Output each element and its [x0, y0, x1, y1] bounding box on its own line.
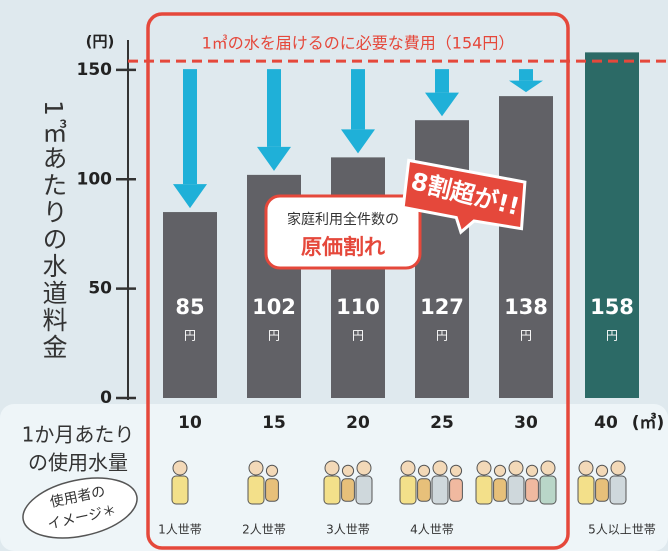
x-unit-label: (㎥) — [632, 412, 665, 433]
person-body — [596, 479, 609, 501]
value-unit: 円 — [268, 329, 280, 343]
person-body — [342, 479, 355, 501]
bar — [331, 157, 385, 398]
person-head — [418, 465, 429, 476]
person-head — [325, 461, 339, 475]
arrow-shaft — [183, 69, 197, 184]
value-label: 158 — [590, 295, 634, 319]
household-label: 3人世帯 — [326, 523, 370, 537]
person-head — [579, 461, 593, 475]
callout-line1: 家庭利用全件数の — [287, 211, 399, 228]
person-body — [540, 476, 556, 504]
household-label: 5人以上世帯 — [588, 523, 656, 537]
x-tick-label: 20 — [346, 413, 370, 433]
person-head — [494, 465, 505, 476]
person-body — [494, 479, 507, 501]
value-unit: 円 — [520, 329, 532, 343]
y-unit-label: (円) — [86, 33, 115, 51]
person-head — [357, 461, 371, 475]
x-tick-label: 40 — [594, 413, 618, 433]
callout-line2: 原価割れ — [301, 235, 385, 259]
arrow-shaft — [351, 69, 365, 129]
y-tick-label: 50 — [88, 279, 112, 299]
person-head — [611, 461, 625, 475]
x-axis-label: 1か月あたり — [22, 423, 135, 447]
value-unit: 円 — [352, 329, 364, 343]
person-body — [324, 476, 340, 504]
person-head — [401, 461, 415, 475]
person-head — [266, 465, 277, 476]
person-head — [526, 465, 537, 476]
person-body — [508, 476, 524, 504]
person-body — [400, 476, 416, 504]
household-label: 2人世帯 — [242, 523, 286, 537]
value-label: 102 — [252, 295, 296, 319]
person-body — [266, 479, 279, 501]
reference-label: 1㎥の水を届けるのに必要な費用（154円） — [202, 34, 515, 53]
person-body — [610, 476, 626, 504]
y-tick-label: 150 — [77, 60, 113, 80]
x-tick-label: 30 — [514, 413, 538, 433]
arrow-shaft — [267, 69, 281, 147]
household-label: 4人世帯 — [410, 523, 454, 537]
x-tick-label: 25 — [430, 413, 454, 433]
person-body — [418, 479, 431, 501]
person-head — [477, 461, 491, 475]
bar — [499, 96, 553, 398]
person-body — [450, 479, 463, 501]
value-unit: 円 — [184, 329, 196, 343]
chart: (円) 1㎥あたりの水道料金 1か月あたり の使用水量 使用者の イメージ＊ (… — [0, 0, 668, 551]
x-axis-label: の使用水量 — [28, 451, 128, 475]
person-head — [173, 461, 187, 475]
value-unit: 円 — [436, 329, 448, 343]
person-head — [342, 465, 353, 476]
y-tick-label: 100 — [77, 169, 113, 189]
y-axis-label: 1㎥あたりの水道料金 — [39, 100, 68, 361]
x-tick-label: 10 — [178, 413, 202, 433]
value-label: 110 — [336, 295, 380, 319]
arrow-shaft — [435, 69, 449, 93]
value-label: 127 — [420, 295, 464, 319]
person-body — [248, 476, 264, 504]
y-tick-label: 0 — [100, 388, 112, 408]
person-body — [432, 476, 448, 504]
person-head — [509, 461, 523, 475]
arrow-shaft — [519, 69, 533, 81]
person-body — [526, 479, 539, 501]
person-head — [596, 465, 607, 476]
bar — [585, 52, 639, 398]
person-head — [249, 461, 263, 475]
person-body — [476, 476, 492, 504]
x-tick-label: 15 — [262, 413, 286, 433]
household-label: 1人世帯 — [158, 523, 202, 537]
value-label: 85 — [175, 295, 204, 319]
person-body — [172, 476, 188, 504]
person-head — [450, 465, 461, 476]
person-body — [356, 476, 372, 504]
person-head — [541, 461, 555, 475]
person-head — [433, 461, 447, 475]
value-unit: 円 — [606, 329, 618, 343]
person-body — [578, 476, 594, 504]
value-label: 138 — [504, 295, 548, 319]
